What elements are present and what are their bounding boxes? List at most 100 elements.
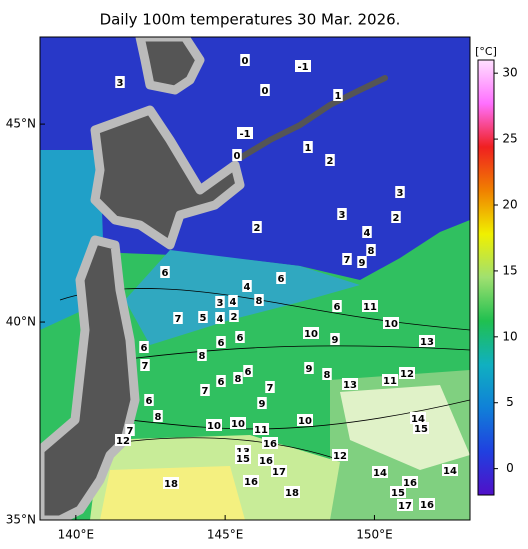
contour-label: 6 (237, 333, 244, 344)
contour-label-box (276, 272, 286, 284)
contour-label: 8 (199, 351, 206, 362)
contour-label: 6 (334, 302, 341, 313)
contour-label: 2 (254, 223, 261, 234)
contour-label: 2 (393, 213, 400, 224)
contour-label-box (257, 397, 267, 409)
contour-label: 15 (414, 424, 428, 435)
contour-label: 4 (244, 282, 251, 293)
contour-label-box (235, 331, 245, 343)
contour-label: 10 (384, 319, 398, 330)
contour-label-box (215, 312, 225, 324)
contour-label: 12 (116, 436, 130, 447)
contour-label-box (395, 186, 405, 198)
contour-label: 0 (234, 151, 241, 162)
contour-label-box (115, 76, 125, 88)
contour-label-box (325, 154, 335, 166)
contour-label: 2 (231, 312, 238, 323)
contour-label: 9 (332, 335, 339, 346)
kuroshio-core (100, 466, 245, 520)
contour-label: 14 (411, 414, 425, 425)
colorbar-tick-label: 15 (502, 263, 517, 277)
contour-label-box (304, 362, 314, 374)
contour-label: 6 (146, 396, 153, 407)
contour-label-box (254, 294, 264, 306)
contour-label-box (357, 256, 367, 268)
contour-label-box (442, 464, 458, 476)
contour-label-box (198, 311, 208, 323)
contour-label-box (332, 300, 342, 312)
contour-label-box (362, 226, 372, 238)
contour-label: 6 (141, 343, 148, 354)
contour-label: 7 (267, 383, 274, 394)
contour-label-box (229, 310, 239, 322)
contour-label-box (397, 499, 413, 511)
contour-label: 17 (272, 467, 286, 478)
contour-label-box (372, 466, 388, 478)
contour-label-box (252, 221, 262, 233)
contour-label: 18 (164, 479, 178, 490)
contour-label-box (362, 300, 378, 312)
contour-label-box (139, 341, 149, 353)
contour-label: 12 (400, 369, 414, 380)
contour-label-box (303, 141, 313, 153)
contour-label-box (303, 327, 319, 339)
contour-label: 10 (298, 416, 312, 427)
colorbar-tick-label: 20 (502, 198, 517, 212)
contour-label-box (230, 417, 246, 429)
contour-label: 7 (142, 361, 149, 372)
contour-label-box (271, 465, 287, 477)
contour-label: 14 (373, 468, 387, 479)
contour-label-box (160, 266, 170, 278)
contour-label-box (232, 149, 242, 161)
contour-label-box (144, 394, 154, 406)
contour-label-box (337, 208, 347, 220)
contour-label: 8 (368, 246, 375, 257)
contour-label: 9 (259, 399, 266, 410)
contour-label-box (333, 89, 343, 101)
contour-label-box (322, 368, 332, 380)
contour-label-box (115, 434, 131, 446)
lat-tick-label: 45°N (6, 117, 36, 131)
contour-label-box (284, 486, 300, 498)
contour-label: 3 (397, 188, 404, 199)
contour-label-box (233, 372, 243, 384)
contour-label-box (366, 244, 376, 256)
contour-label-box (390, 486, 406, 498)
contour-label-box (399, 367, 415, 379)
contour-label-box (419, 335, 435, 347)
contour-label: 16 (263, 439, 277, 450)
contour-label: 3 (217, 298, 224, 309)
contour-label: -1 (239, 129, 250, 140)
contour-label-box (262, 437, 278, 449)
contour-label-box (240, 54, 250, 66)
contour-label: 16 (403, 478, 417, 489)
contour-label: 15 (391, 488, 405, 499)
contour-label-box (125, 424, 135, 436)
contour-label: 7 (127, 426, 134, 437)
contour-label: 4 (364, 228, 371, 239)
contour-label: 10 (207, 421, 221, 432)
contour-label: 6 (162, 268, 169, 279)
contour-label-box (391, 211, 401, 223)
contour-label-box (200, 384, 210, 396)
contour-label: -1 (297, 62, 308, 73)
contour-label: 13 (420, 337, 434, 348)
contour-label: 16 (244, 477, 258, 488)
contour-label: 16 (420, 500, 434, 511)
contour-label: 6 (218, 338, 225, 349)
contour-label-box (237, 127, 253, 139)
colorbar-tick-label: 0 (506, 461, 514, 475)
contour-label: 6 (278, 274, 285, 285)
contour-label: 4 (230, 297, 237, 308)
contour-label: 1 (305, 143, 312, 154)
contour-label-box (260, 84, 270, 96)
contour-label-box (153, 410, 163, 422)
contour-label: 9 (359, 258, 366, 269)
contour-label-box (216, 336, 226, 348)
contour-label-box (332, 449, 348, 461)
contour-label-box (242, 280, 252, 292)
contour-label: 1 (335, 91, 342, 102)
contour-label-box (215, 296, 225, 308)
land (40, 37, 245, 520)
